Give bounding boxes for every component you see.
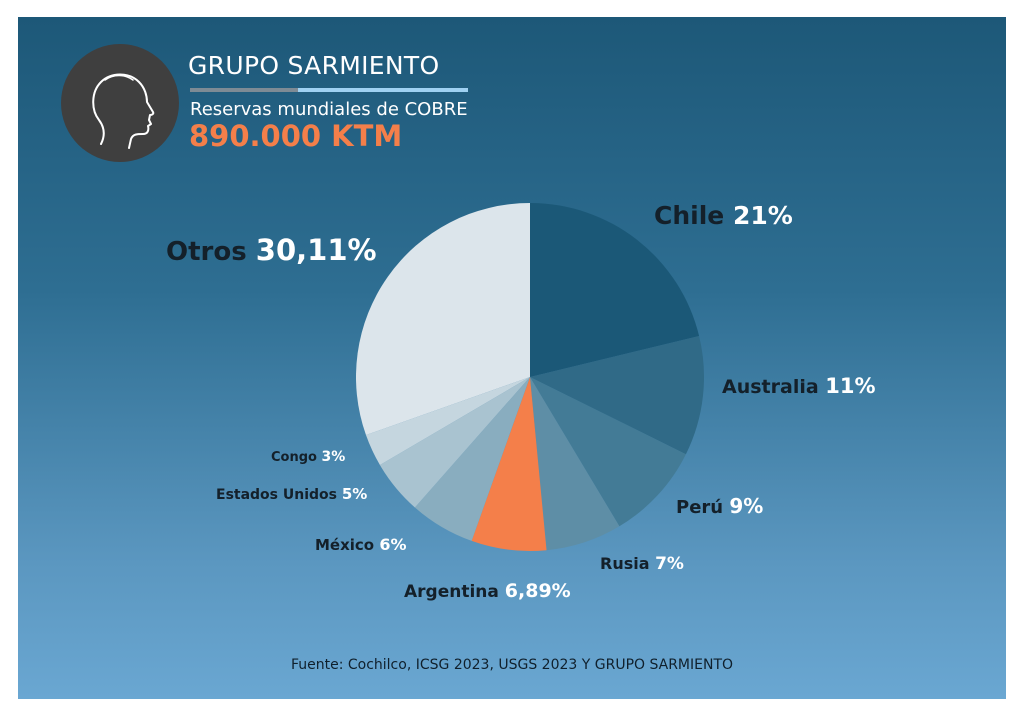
slice-percent: 30,11% bbox=[255, 233, 377, 267]
slice-label-australia: Australia 11% bbox=[722, 374, 876, 398]
slice-percent: 6,89% bbox=[504, 580, 571, 602]
pie-slice-chile bbox=[530, 203, 700, 377]
slice-percent: 3% bbox=[321, 449, 346, 465]
slice-name: México bbox=[315, 536, 375, 554]
slice-name: Estados Unidos bbox=[216, 487, 337, 503]
pie-slice-rusia bbox=[530, 377, 620, 551]
person-profile-silhouette-icon bbox=[61, 44, 179, 162]
pie-slice-congo bbox=[365, 377, 530, 466]
slice-name: Argentina bbox=[404, 582, 499, 602]
chart-subtitle: Reservas mundiales de COBRE bbox=[190, 99, 468, 120]
slice-percent: 11% bbox=[825, 374, 876, 398]
slice-name: Rusia bbox=[600, 554, 650, 573]
slice-label-congo: Congo 3% bbox=[271, 449, 345, 465]
slice-label-estados-unidos: Estados Unidos 5% bbox=[216, 485, 367, 503]
slice-percent: 7% bbox=[655, 554, 684, 574]
pie-slice-otros bbox=[355, 202, 530, 436]
infographic-card: GRUPO SARMIENTO Reservas mundiales de CO… bbox=[18, 17, 1006, 699]
pie-slices bbox=[355, 202, 705, 551]
slice-name: Australia bbox=[722, 376, 819, 398]
pie-slice-estados-unidos bbox=[379, 377, 530, 508]
slice-percent: 9% bbox=[729, 494, 764, 518]
slice-label-rusia: Rusia 7% bbox=[600, 554, 684, 574]
brand-underline-blue bbox=[298, 88, 468, 92]
brand-underline-grey bbox=[190, 88, 298, 92]
pie-slice-australia bbox=[530, 335, 705, 455]
pie-slice-argentina bbox=[471, 377, 547, 551]
pie-chart bbox=[355, 202, 705, 551]
slice-name: Chile bbox=[654, 201, 725, 230]
slice-label-chile: Chile 21% bbox=[654, 201, 793, 230]
slice-name: Perú bbox=[676, 497, 724, 518]
slice-label-mexico: México 6% bbox=[315, 535, 407, 554]
slice-label-otros: Otros 30,11% bbox=[166, 233, 377, 267]
pie-slice-peru bbox=[530, 377, 686, 527]
source-footnote: Fuente: Cochilco, ICSG 2023, USGS 2023 Y… bbox=[290, 657, 734, 673]
brand-title: GRUPO SARMIENTO bbox=[188, 51, 440, 80]
slice-percent: 6% bbox=[379, 535, 407, 554]
slice-percent: 5% bbox=[341, 485, 368, 503]
slice-name: Otros bbox=[166, 237, 247, 267]
slice-percent: 21% bbox=[732, 201, 793, 230]
slice-name: Congo bbox=[271, 450, 317, 465]
total-reserves-value: 890.000 KTM bbox=[189, 119, 403, 153]
slice-label-peru: Perú 9% bbox=[676, 494, 763, 518]
slice-label-argentina: Argentina 6,89% bbox=[404, 580, 571, 602]
pie-slice-mexico bbox=[414, 377, 530, 541]
